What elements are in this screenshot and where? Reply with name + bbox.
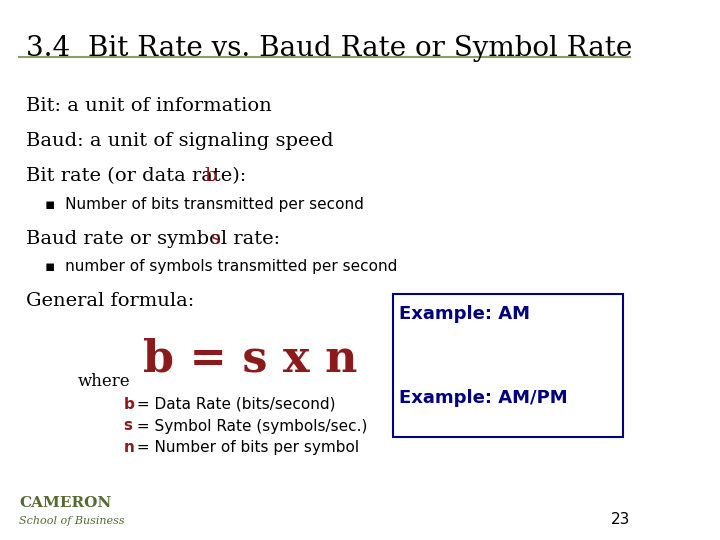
Text: b: b (123, 397, 134, 412)
Text: Example: AM: Example: AM (400, 305, 531, 323)
Text: s: s (123, 418, 132, 434)
Text: CAMERON: CAMERON (19, 496, 112, 510)
Text: Bit rate (or data rate):: Bit rate (or data rate): (26, 167, 253, 185)
Text: n: n (123, 440, 134, 455)
Text: Baud: a unit of signaling speed: Baud: a unit of signaling speed (26, 132, 333, 150)
Text: = Symbol Rate (symbols/sec.): = Symbol Rate (symbols/sec.) (132, 418, 367, 434)
Text: Bit: a unit of information: Bit: a unit of information (26, 97, 271, 115)
Text: Example: AM/PM: Example: AM/PM (400, 389, 568, 407)
Text: School of Business: School of Business (19, 516, 125, 526)
Text: = Data Rate (bits/second): = Data Rate (bits/second) (132, 397, 336, 412)
Text: Baud rate or symbol rate:: Baud rate or symbol rate: (26, 230, 287, 247)
Text: General formula:: General formula: (26, 292, 194, 309)
Text: b = s x n: b = s x n (143, 338, 357, 381)
Text: s: s (211, 230, 221, 247)
Text: ▪  Number of bits transmitted per second: ▪ Number of bits transmitted per second (45, 197, 364, 212)
Text: where: where (78, 373, 130, 389)
FancyBboxPatch shape (393, 294, 624, 437)
Text: ▪  number of symbols transmitted per second: ▪ number of symbols transmitted per seco… (45, 259, 398, 274)
Text: 3.4  Bit Rate vs. Baud Rate or Symbol Rate: 3.4 Bit Rate vs. Baud Rate or Symbol Rat… (26, 35, 632, 62)
Text: = Number of bits per symbol: = Number of bits per symbol (132, 440, 359, 455)
Text: 23: 23 (611, 511, 630, 526)
Text: b: b (204, 167, 217, 185)
